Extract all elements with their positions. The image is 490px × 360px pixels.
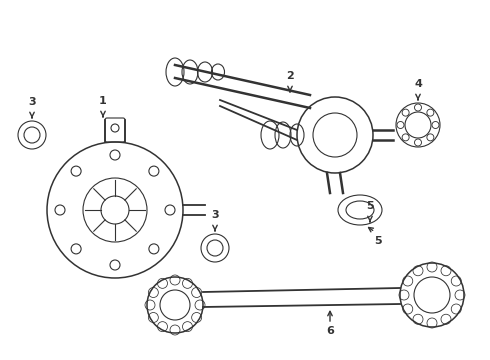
Text: 3: 3 (211, 210, 219, 220)
Text: 6: 6 (326, 326, 334, 336)
Text: 3: 3 (28, 97, 36, 107)
Text: 1: 1 (99, 96, 107, 106)
Text: 5: 5 (374, 236, 382, 246)
Text: 2: 2 (286, 71, 294, 81)
Text: 4: 4 (414, 79, 422, 89)
Text: 5: 5 (366, 201, 374, 211)
